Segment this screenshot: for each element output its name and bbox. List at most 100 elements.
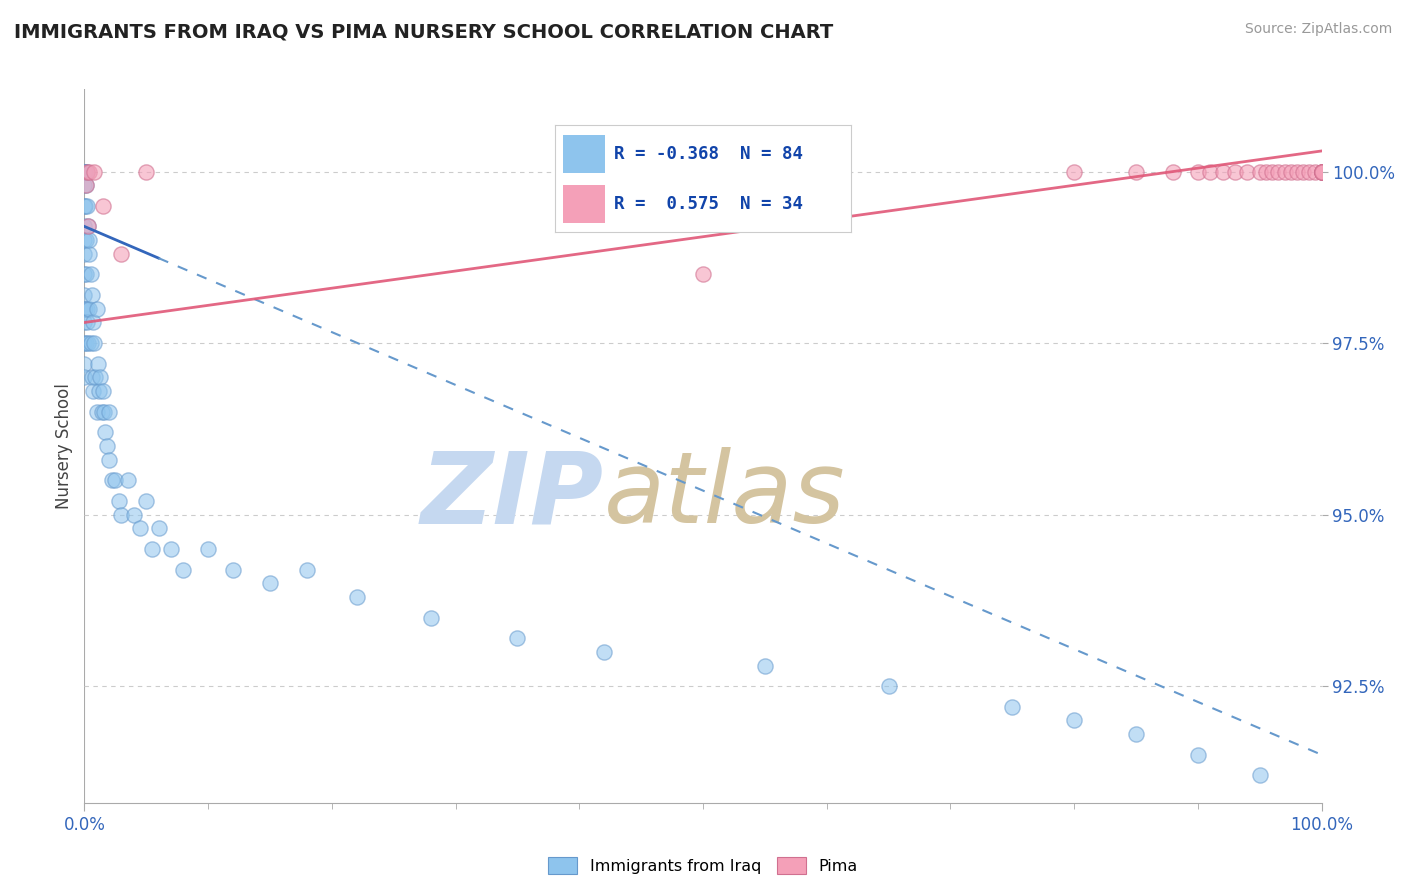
Point xyxy=(90,405,112,419)
Point xyxy=(73,164,96,178)
Point xyxy=(73,199,96,213)
Point xyxy=(346,590,368,604)
Point xyxy=(1212,164,1234,178)
Point xyxy=(79,233,101,247)
Point xyxy=(93,405,115,419)
Point xyxy=(82,316,104,330)
FancyBboxPatch shape xyxy=(564,185,605,223)
Point xyxy=(87,357,110,371)
Point xyxy=(91,384,114,398)
Point xyxy=(160,541,183,556)
Point xyxy=(1310,164,1333,178)
Point xyxy=(86,405,108,419)
Point xyxy=(82,384,104,398)
Point xyxy=(1310,164,1333,178)
FancyBboxPatch shape xyxy=(564,135,605,173)
Point xyxy=(172,562,194,576)
Text: R =  0.575  N = 34: R = 0.575 N = 34 xyxy=(614,195,803,213)
Point xyxy=(1199,164,1222,178)
Point xyxy=(295,562,318,576)
Text: R = -0.368  N = 84: R = -0.368 N = 84 xyxy=(614,145,803,162)
Point xyxy=(75,336,97,351)
Y-axis label: Nursery School: Nursery School xyxy=(55,383,73,509)
Point xyxy=(79,164,101,178)
Point xyxy=(73,219,96,234)
Point xyxy=(73,164,96,178)
Point xyxy=(73,164,96,178)
Legend: Immigrants from Iraq, Pima: Immigrants from Iraq, Pima xyxy=(541,851,865,880)
Point xyxy=(75,178,97,193)
Point xyxy=(84,370,107,384)
Point xyxy=(110,247,132,261)
Point xyxy=(141,541,163,556)
Point xyxy=(79,268,101,282)
Point xyxy=(148,521,170,535)
Point xyxy=(73,164,96,178)
Point xyxy=(135,494,157,508)
Point xyxy=(1125,727,1147,741)
Point xyxy=(73,357,96,371)
Point xyxy=(877,679,900,693)
Point xyxy=(75,164,97,178)
Point xyxy=(83,164,105,178)
Point xyxy=(1310,164,1333,178)
Point xyxy=(75,233,97,247)
Point xyxy=(73,164,96,178)
Point xyxy=(135,164,157,178)
Point xyxy=(75,268,97,282)
Point xyxy=(100,473,122,487)
Point xyxy=(754,658,776,673)
Point xyxy=(1063,714,1085,728)
Point xyxy=(259,576,281,591)
Point xyxy=(73,288,96,302)
Point xyxy=(1310,164,1333,178)
Point xyxy=(1236,164,1258,178)
Point xyxy=(94,425,117,440)
Point xyxy=(122,508,145,522)
Point xyxy=(129,521,152,535)
Point xyxy=(73,164,96,178)
Point xyxy=(77,336,100,351)
Point xyxy=(197,541,219,556)
Point xyxy=(75,178,97,193)
Point xyxy=(1223,164,1246,178)
Point xyxy=(77,219,100,234)
Point xyxy=(76,199,98,213)
Point xyxy=(89,370,111,384)
Point xyxy=(1001,699,1024,714)
Point xyxy=(76,164,98,178)
Point xyxy=(73,164,96,178)
Point xyxy=(1187,164,1209,178)
Point xyxy=(98,452,121,467)
Point xyxy=(1285,164,1308,178)
Point xyxy=(593,645,616,659)
Point xyxy=(96,439,118,453)
Point xyxy=(1310,164,1333,178)
Point xyxy=(76,164,98,178)
Point xyxy=(1292,164,1315,178)
Point xyxy=(73,247,96,261)
Point xyxy=(73,336,96,351)
Point xyxy=(1310,164,1333,178)
Point xyxy=(73,164,96,178)
Text: ZIP: ZIP xyxy=(420,448,605,544)
Text: atlas: atlas xyxy=(605,448,845,544)
Point xyxy=(79,301,101,316)
Point xyxy=(419,610,441,624)
Point xyxy=(73,301,96,316)
Point xyxy=(110,508,132,522)
Point xyxy=(80,370,103,384)
Point xyxy=(1249,164,1271,178)
Point xyxy=(1261,164,1284,178)
Point xyxy=(77,247,100,261)
Point xyxy=(73,233,96,247)
Text: Source: ZipAtlas.com: Source: ZipAtlas.com xyxy=(1244,22,1392,37)
Point xyxy=(692,268,714,282)
Point xyxy=(76,316,98,330)
Point xyxy=(73,268,96,282)
Point xyxy=(1249,768,1271,782)
Point xyxy=(73,199,96,213)
Point xyxy=(83,336,105,351)
Point xyxy=(1305,164,1327,178)
Point xyxy=(506,631,529,645)
